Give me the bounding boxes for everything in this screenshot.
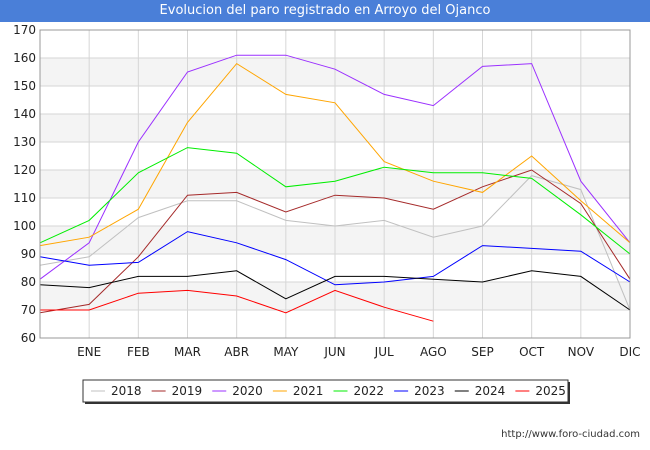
y-tick-label: 70 xyxy=(21,303,36,317)
legend-label-2025: 2025 xyxy=(535,384,566,398)
x-tick-label: OCT xyxy=(519,345,545,359)
x-tick-label: MAR xyxy=(174,345,201,359)
legend-label-2019: 2019 xyxy=(172,384,203,398)
y-tick-label: 160 xyxy=(13,51,36,65)
legend-label-2024: 2024 xyxy=(475,384,506,398)
y-tick-label: 170 xyxy=(13,23,36,37)
legend-label-2021: 2021 xyxy=(293,384,324,398)
legend: 2018 2019 2020 2021 2022 2023 2024 2025 xyxy=(82,379,570,404)
x-tick-label: ABR xyxy=(224,345,249,359)
legend-label-2023: 2023 xyxy=(414,384,445,398)
series-line-2021 xyxy=(39,62,631,247)
legend-label-2018: 2018 xyxy=(111,384,142,398)
legend-label-2020: 2020 xyxy=(232,384,263,398)
x-tick-label: ENE xyxy=(77,345,101,359)
series-line-2023 xyxy=(39,231,631,286)
y-tick-label: 150 xyxy=(13,79,36,93)
x-tick-label: JUL xyxy=(374,345,394,359)
series-line-2019 xyxy=(39,169,631,314)
series-line-2018 xyxy=(39,175,631,311)
x-tick-label: NOV xyxy=(568,345,595,359)
series-line-2024 xyxy=(39,270,631,311)
x-tick-label: FEB xyxy=(127,345,150,359)
chart-title: Evolucion del paro registrado en Arroyo … xyxy=(0,0,650,22)
source-credit: http://www.foro-ciudad.com xyxy=(501,429,640,440)
x-tick-label: SEP xyxy=(471,345,493,359)
axes: 60 70 80 90 100 110 120 130 140 150 160 170 ENE FEB MA… xyxy=(13,23,640,359)
y-tick-label: 140 xyxy=(13,107,36,121)
plot-border xyxy=(39,29,631,339)
series-line-2025 xyxy=(40,289,434,322)
x-tick-label: JUN xyxy=(323,345,345,359)
x-tick-label: DIC xyxy=(619,345,640,359)
y-tick-label: 90 xyxy=(21,247,36,261)
x-tick-label: AGO xyxy=(420,345,447,359)
y-tick-label: 110 xyxy=(13,191,36,205)
legend-box xyxy=(82,379,569,403)
y-tick-label: 130 xyxy=(13,135,36,149)
y-tick-label: 80 xyxy=(21,275,36,289)
y-tick-label: 100 xyxy=(13,219,36,233)
series-lines xyxy=(39,54,631,322)
y-tick-label: 120 xyxy=(13,163,36,177)
legend-label-2022: 2022 xyxy=(354,384,385,398)
x-tick-label: MAY xyxy=(273,345,299,359)
y-tick-label: 60 xyxy=(21,331,36,345)
series-line-2022 xyxy=(39,147,631,255)
series-line-2020 xyxy=(39,54,631,280)
